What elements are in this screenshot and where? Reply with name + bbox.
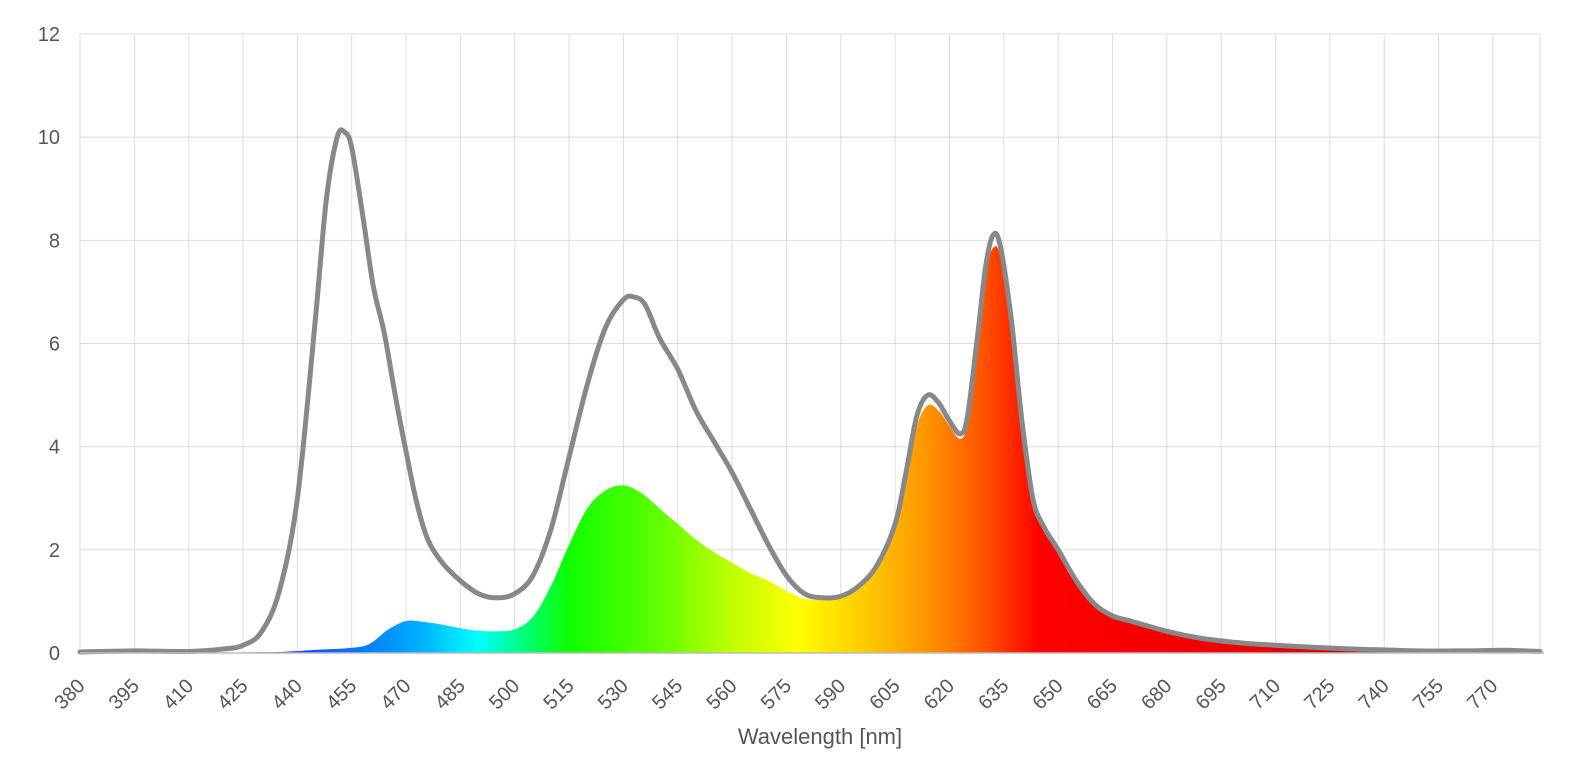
x-tick-label: 725 xyxy=(1300,675,1339,714)
x-axis-title: Wavelength [nm] xyxy=(738,724,902,749)
spectrum-area xyxy=(80,246,1540,653)
x-tick-label: 590 xyxy=(811,675,850,714)
x-tick-label: 575 xyxy=(757,675,796,714)
y-tick-label: 12 xyxy=(38,24,60,46)
x-tick-label: 455 xyxy=(322,675,361,714)
x-tick-label: 635 xyxy=(974,675,1013,714)
x-tick-label: 755 xyxy=(1409,675,1448,714)
y-tick-labels: 0 2 4 6 8 10 12 xyxy=(38,24,60,665)
x-tick-labels: 380 395 410 425 440 455 470 485 500 515 530 545 560 5… xyxy=(50,675,1502,714)
spectrum-line xyxy=(77,127,1543,655)
x-tick-label: 620 xyxy=(920,675,959,714)
series-lines xyxy=(77,127,1543,655)
y-gridlines xyxy=(80,33,1540,654)
y-tick-label: 4 xyxy=(49,437,60,459)
y-tick-label: 0 xyxy=(49,643,60,665)
x-tick-label: 395 xyxy=(105,675,144,714)
x-tick-label: 680 xyxy=(1137,675,1176,714)
x-tick-label: 485 xyxy=(431,675,470,714)
x-tick-label: 740 xyxy=(1355,675,1394,714)
x-tick-label: 650 xyxy=(1029,675,1068,714)
x-tick-label: 605 xyxy=(866,675,905,714)
spectral-area xyxy=(80,246,1540,653)
x-tick-label: 515 xyxy=(539,675,578,714)
x-tick-label: 710 xyxy=(1246,675,1285,714)
x-tick-label: 470 xyxy=(376,675,415,714)
x-tick-label: 665 xyxy=(1083,675,1122,714)
x-tick-label: 530 xyxy=(594,675,633,714)
x-tick-label: 440 xyxy=(268,675,307,714)
x-tick-label: 560 xyxy=(702,675,741,714)
y-tick-label: 8 xyxy=(49,230,60,252)
x-tick-label: 410 xyxy=(159,675,198,714)
y-tick-label: 2 xyxy=(49,540,60,562)
y-tick-label: 10 xyxy=(38,127,60,149)
x-tick-label: 770 xyxy=(1463,675,1502,714)
x-tick-label: 380 xyxy=(50,675,89,714)
x-tick-label: 695 xyxy=(1192,675,1231,714)
y-tick-label: 6 xyxy=(49,334,60,356)
x-tick-label: 425 xyxy=(213,675,252,714)
x-tick-label: 545 xyxy=(648,675,687,714)
x-tick-label: 500 xyxy=(485,675,524,714)
